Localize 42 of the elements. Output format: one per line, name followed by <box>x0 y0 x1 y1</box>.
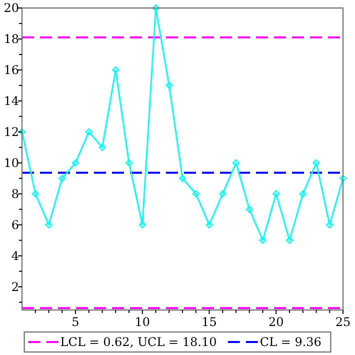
x-tick-label: 25 <box>335 315 351 329</box>
legend-label: CL = 9.36 <box>260 335 322 349</box>
y-tick-label: 18 <box>4 32 19 46</box>
x-tick-label: 20 <box>268 315 284 329</box>
point <box>272 190 280 198</box>
point <box>219 190 226 198</box>
point <box>339 174 347 182</box>
point <box>206 221 213 228</box>
x-tick-label: 15 <box>202 315 217 329</box>
y-tick-label: 20 <box>4 1 19 15</box>
point <box>259 236 266 244</box>
point <box>18 128 26 136</box>
y-tick-label: 6 <box>11 218 19 232</box>
legend-label: LCL = 0.62, UCL = 18.10 <box>60 335 217 349</box>
point <box>58 174 66 182</box>
point <box>192 190 200 198</box>
y-tick-label: 10 <box>4 156 19 170</box>
point <box>166 82 173 90</box>
point <box>112 66 120 74</box>
point <box>178 174 186 182</box>
y-tick-label: 16 <box>4 62 19 77</box>
point <box>152 4 160 12</box>
y-tick-label: 14 <box>4 94 20 108</box>
point <box>286 236 294 244</box>
point <box>312 159 320 166</box>
point <box>326 221 334 228</box>
point <box>85 128 92 136</box>
point <box>232 159 240 166</box>
point <box>32 190 39 198</box>
y-tick-label: 2 <box>11 280 19 294</box>
x-tick-label: 5 <box>72 315 80 329</box>
x-tick-label: 10 <box>134 315 150 329</box>
point <box>125 159 133 166</box>
y-tick-label: 4 <box>11 248 20 263</box>
point <box>72 159 80 166</box>
point <box>98 144 106 151</box>
y-tick-label: 12 <box>4 124 19 139</box>
point <box>299 190 306 198</box>
point <box>138 221 146 228</box>
y-tick-label: 8 <box>11 186 19 201</box>
point <box>246 206 253 213</box>
point <box>45 221 52 228</box>
